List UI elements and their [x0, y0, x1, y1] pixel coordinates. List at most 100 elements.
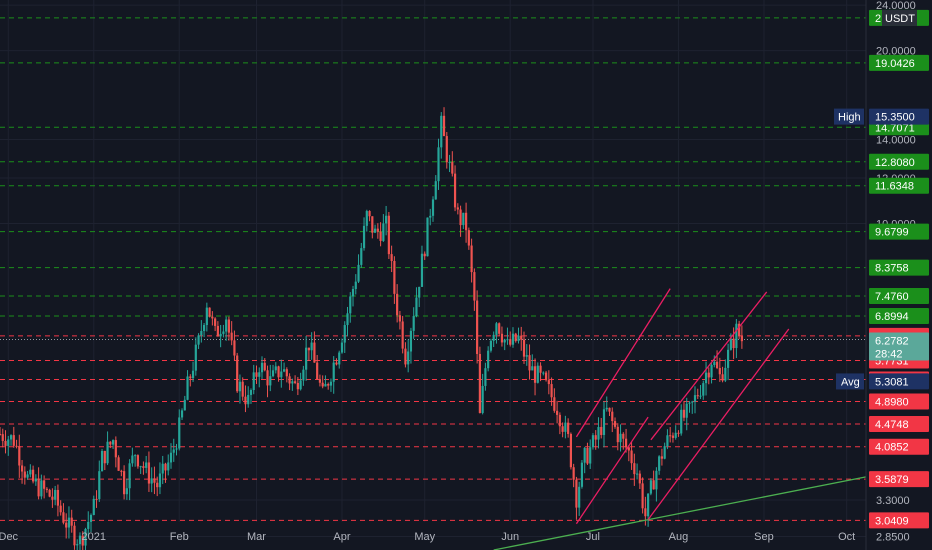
support-level-label[interactable]: 3.0409 [869, 512, 929, 529]
candle-body [40, 480, 43, 497]
candle-body [489, 340, 493, 351]
trendline-channel-upper[interactable] [650, 291, 768, 441]
candle-body [214, 318, 217, 326]
trendline-channel-lower[interactable] [575, 416, 649, 525]
candle-body [464, 212, 468, 231]
candle-body [360, 248, 363, 265]
candle-body [103, 450, 106, 464]
y-tick-label: 3.3000 [876, 495, 910, 507]
candle-body [365, 211, 368, 226]
candle-body [724, 367, 727, 381]
x-tick-label: Mar [247, 531, 266, 543]
candle-body [294, 381, 297, 383]
candle-body [109, 441, 112, 445]
candle-body [222, 331, 225, 334]
avg-price-label-text: 5.3081 [875, 376, 909, 388]
resistance-level-label[interactable]: 6.8994 [869, 308, 929, 325]
resistance-level-label-bg [869, 259, 929, 276]
resistance-level-label[interactable]: 7.4760 [869, 288, 929, 305]
candle-body [252, 372, 255, 391]
candle-body [594, 435, 597, 440]
candle-body [175, 448, 178, 450]
candle-body [373, 228, 377, 233]
candle-body [62, 512, 65, 523]
candle-body [238, 381, 242, 392]
resistance-level-label[interactable]: 12.8080 [869, 153, 929, 170]
candle-body [533, 366, 537, 383]
candle-body [688, 402, 691, 404]
candle-body [205, 307, 208, 326]
candle-body [191, 370, 195, 379]
candle-body [440, 115, 443, 148]
avg-price-label[interactable]: 5.3081 [869, 373, 929, 390]
candle-body [255, 372, 258, 377]
candle-body [7, 439, 10, 446]
candle-body [453, 173, 457, 208]
candle-body [567, 422, 570, 434]
candle-body [258, 372, 261, 377]
resistance-level-label-text: 19.0426 [875, 58, 915, 70]
candle-body [655, 470, 658, 490]
candle-body [613, 421, 617, 427]
support-level-label[interactable]: 3.5879 [869, 471, 929, 488]
support-level-label-bg [869, 416, 929, 433]
support-level-label[interactable]: 4.4748 [869, 416, 929, 433]
candle-body [23, 471, 26, 478]
resistance-level-label-text: 7.4760 [875, 291, 909, 303]
candle-body [442, 115, 446, 137]
candle-body [641, 483, 644, 509]
candle-body [139, 466, 142, 468]
candle-body [200, 330, 203, 336]
resistance-level-label[interactable]: 11.6348 [869, 177, 929, 194]
candle-body [76, 544, 79, 546]
candle-body [34, 478, 37, 482]
candle-body [467, 230, 470, 246]
candle-body [89, 514, 93, 522]
candle-body [578, 486, 581, 508]
candle-body [553, 397, 556, 411]
candle-body [520, 335, 523, 340]
resistance-level-label-bg [869, 288, 929, 305]
candle-body [487, 350, 490, 369]
candle-body [390, 254, 393, 261]
trendline-support[interactable] [493, 476, 867, 550]
candle-body [299, 380, 302, 390]
candle-body [459, 209, 462, 226]
x-tick-label: Dec [0, 531, 19, 543]
candle-body [602, 409, 606, 435]
candle-body [470, 245, 473, 273]
candle-body [522, 339, 526, 357]
high-price-label[interactable]: 15.3500 [869, 108, 929, 125]
candle-body [164, 463, 167, 471]
trendline-channel-upper[interactable] [575, 288, 671, 438]
support-level-label-text: 4.0852 [875, 442, 909, 454]
candle-body [288, 376, 291, 384]
resistance-level-label[interactable]: 19.0426 [869, 54, 929, 71]
candle-body [558, 414, 561, 427]
candle-body [481, 385, 484, 413]
resistance-level-label[interactable]: 8.3758 [869, 259, 929, 276]
trendline-channel-lower[interactable] [647, 328, 790, 520]
candle-body [575, 479, 578, 508]
candle-body [56, 489, 60, 506]
avg-price-label-bg [869, 373, 929, 390]
resistance-level-label-bg [869, 177, 929, 194]
currency-tag[interactable]: USDT [885, 13, 915, 25]
support-level-label[interactable]: 4.8980 [869, 393, 929, 410]
candle-body [498, 323, 501, 334]
candle-body [506, 339, 509, 341]
candle-body [150, 478, 153, 484]
candle-body [580, 462, 584, 487]
candle-body [431, 199, 435, 216]
candle-body [569, 433, 572, 468]
candle-body [335, 362, 338, 365]
resistance-level-label[interactable]: 9.6799 [869, 223, 929, 240]
candle-body [59, 505, 62, 513]
candle-body [732, 338, 735, 349]
candle-body [305, 347, 308, 370]
support-level-label[interactable]: 4.0852 [869, 438, 929, 455]
grid [0, 0, 866, 538]
